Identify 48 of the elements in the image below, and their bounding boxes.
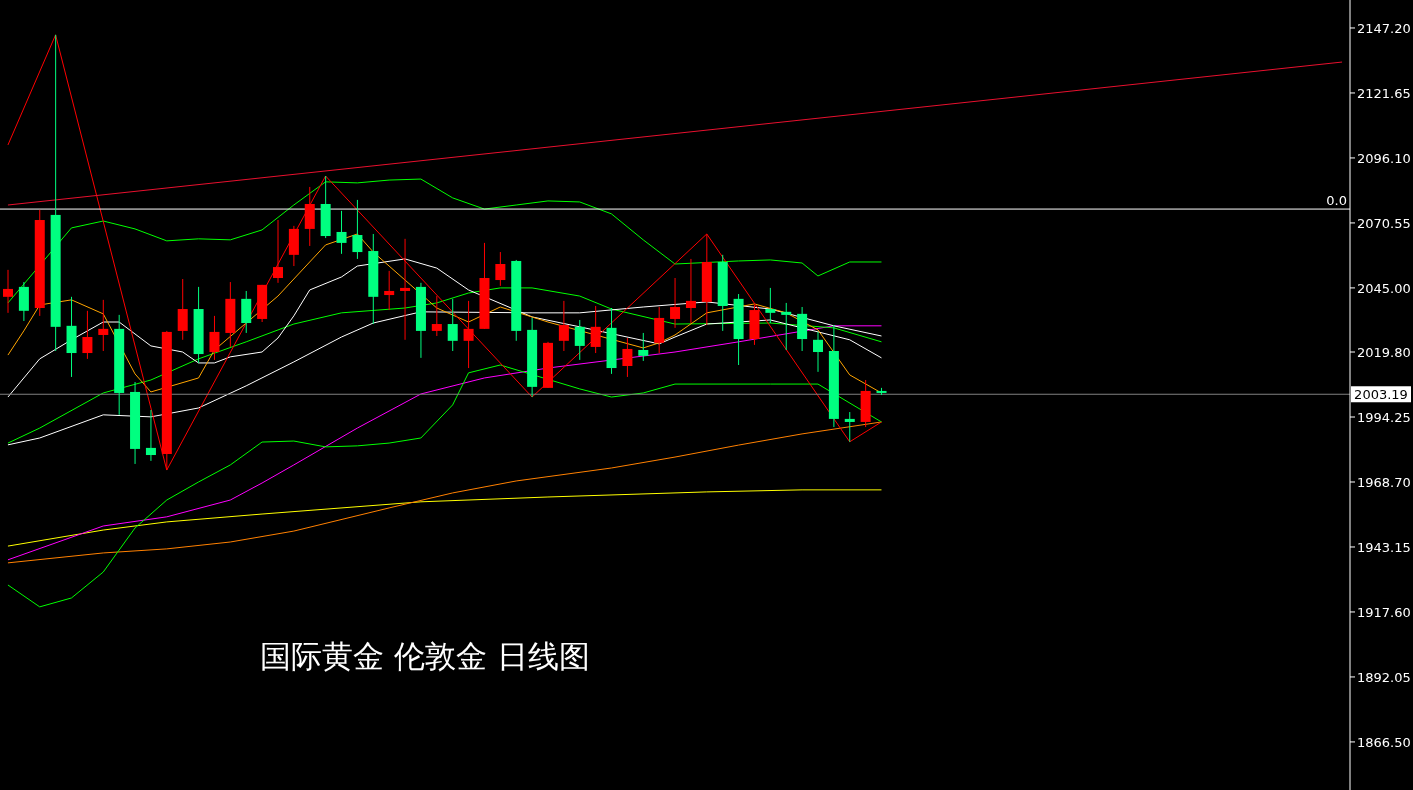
line-series: [7, 421, 882, 564]
candlestick: [209, 315, 220, 361]
candlestick: [495, 251, 506, 287]
candlestick: [384, 270, 395, 311]
line-series: [7, 364, 882, 608]
line-series: [7, 489, 882, 547]
y-tick-label: 2147.20: [1357, 20, 1411, 36]
candlestick: [352, 199, 363, 260]
candlestick: [622, 337, 633, 378]
ref-line-label: 2003.19: [1354, 387, 1408, 403]
candlestick: [447, 298, 458, 352]
candlestick: [670, 277, 681, 329]
candlestick: [638, 332, 649, 362]
y-tick-label: 1968.70: [1357, 474, 1411, 490]
candlestick: [3, 269, 13, 314]
y-tick-label: 2121.65: [1357, 85, 1411, 101]
candlestick: [765, 287, 776, 324]
candlestick: [431, 295, 442, 337]
candlestick: [145, 409, 156, 462]
candlestick: [590, 305, 601, 354]
annotation: 0.0: [1326, 193, 1347, 209]
candlestick: [558, 300, 569, 352]
y-tick-label: 2019.80: [1357, 344, 1411, 360]
candlestick: [813, 331, 823, 373]
y-tick-label: 2070.55: [1357, 215, 1411, 231]
y-tick-label: 1866.50: [1357, 734, 1411, 750]
candlestick: [781, 302, 792, 351]
candlestick: [574, 319, 585, 361]
candlestick: [177, 278, 188, 341]
y-tick-label: 1994.25: [1357, 409, 1411, 425]
candlestick: [844, 411, 855, 443]
candlestick: [400, 238, 411, 341]
candlestick: [98, 299, 109, 352]
y-tick-label: 1892.05: [1357, 669, 1411, 685]
line-series: [7, 34, 882, 471]
y-tick-label: 2045.00: [1357, 280, 1411, 296]
line-series: [7, 325, 882, 561]
candlestick: [685, 258, 696, 324]
candlestick: [18, 281, 29, 322]
text: 国际黄金 伦敦金 日线图: [260, 637, 590, 676]
candlestick: [273, 219, 283, 284]
candlestick: [82, 310, 93, 360]
line-series: [7, 178, 882, 304]
y-tick-label: 1943.15: [1357, 539, 1411, 555]
candlestick: [336, 210, 347, 255]
y-tick-label: 1917.60: [1357, 604, 1411, 620]
y-tick-label: 2096.10: [1357, 150, 1411, 166]
candlestick: [463, 300, 474, 369]
